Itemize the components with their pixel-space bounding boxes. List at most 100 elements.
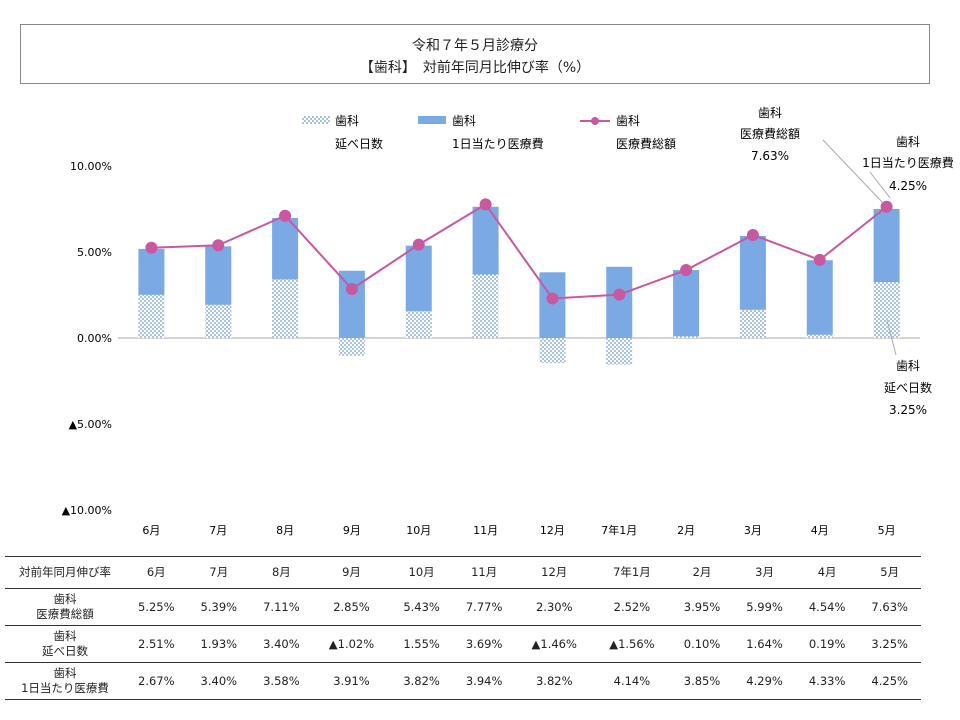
callout-perday-2: 1日当たり医療費 <box>862 155 954 170</box>
total-point <box>279 209 292 222</box>
table-cell: 0.10% <box>670 625 734 663</box>
total-point <box>613 288 626 301</box>
bar-series <box>138 206 900 365</box>
callout-total-2: 医療費総額 <box>740 126 800 141</box>
total-point <box>546 292 559 305</box>
table-cell: 5.39% <box>187 588 251 626</box>
y-tick-label: 5.00% <box>77 246 112 259</box>
callout-days-3: 3.25% <box>889 403 927 417</box>
table-cell: 0.19% <box>795 625 859 663</box>
x-tick-label: 8月 <box>276 524 294 537</box>
data-table: 対前年同月伸び率 6月 7月 8月 9月 10月 11月 12月 7年1月 2月 3月 4月 5月 歯… <box>5 556 921 700</box>
y-tick-label: 10.00% <box>70 160 112 173</box>
table-row: 歯科 1日当たり医療費 2.67% 3.40% 3.58% 3.91% 3.82% 3.94%… <box>5 662 921 700</box>
legend-swatch-perday <box>418 116 446 124</box>
table-cell: 3.40% <box>187 662 251 700</box>
bar-perday <box>739 236 766 310</box>
table-row-label: 歯科 延べ日数 <box>5 625 125 663</box>
table-cell: 5.43% <box>390 588 453 626</box>
table-cell: 4.14% <box>593 662 671 700</box>
table-column-header: 12月 <box>515 556 594 589</box>
chart-canvas: 歯科 延べ日数 歯科 1日当たり医療費 歯科 医療費総額 10.00% 5.00%… <box>62 106 954 537</box>
table-cell: 3.85% <box>670 662 734 700</box>
table-cell: 7.77% <box>452 588 516 626</box>
y-tick-label: ▲5.00% <box>69 418 112 431</box>
x-tick-label: 6月 <box>142 524 160 537</box>
table-cell: 2.67% <box>125 662 188 700</box>
table-cell: 3.40% <box>250 625 313 663</box>
table-cell: 4.54% <box>795 588 859 626</box>
total-point <box>813 253 826 266</box>
table-column-header: 11月 <box>452 556 516 589</box>
bar-perday <box>272 217 299 280</box>
x-tick-label: 3月 <box>744 524 762 537</box>
table-row-label: 歯科 1日当たり医療費 <box>5 662 125 700</box>
table-column-header: 6月 <box>125 556 188 589</box>
x-tick-label: 12月 <box>540 524 565 537</box>
table-cell: ▲1.56% <box>593 625 671 663</box>
legend-label-total-2: 医療費総額 <box>616 136 676 151</box>
table-cell: 3.95% <box>670 588 734 626</box>
x-tick-label: 4月 <box>811 524 829 537</box>
bar-days <box>405 311 432 338</box>
x-tick-label: 11月 <box>473 524 498 537</box>
bar-days <box>539 338 566 364</box>
total-point <box>680 264 693 277</box>
bar-days <box>806 334 833 338</box>
legend-label-total-1: 歯科 <box>616 114 640 128</box>
callout-total-leader <box>822 139 884 204</box>
table-column-header: 10月 <box>390 556 453 589</box>
callout-perday-leader <box>869 171 891 199</box>
table-column-header: 2月 <box>670 556 734 589</box>
table-cell: 2.52% <box>593 588 671 626</box>
table-cell: 3.94% <box>452 662 516 700</box>
legend-label-perday-2: 1日当たり医療費 <box>452 136 544 151</box>
callout-days-2: 延べ日数 <box>884 380 932 395</box>
table-cell: 3.69% <box>452 625 516 663</box>
table-header-label: 対前年同月伸び率 <box>5 556 125 589</box>
bar-perday <box>806 260 833 335</box>
table-cell: 1.93% <box>187 625 251 663</box>
bar-perday <box>138 248 165 295</box>
callout-days: 歯科 延べ日数 3.25% <box>884 319 932 417</box>
table-column-header: 7月 <box>187 556 251 589</box>
table-cell: 4.25% <box>858 662 921 700</box>
callout-total-3: 7.63% <box>751 149 789 163</box>
legend-label-days-2: 延べ日数 <box>335 136 383 151</box>
y-tick-label: ▲10.00% <box>62 504 112 517</box>
callout-perday: 歯科 1日当たり医療費 4.25% <box>862 135 954 199</box>
chart-title-box: 令和７年５月診療分 【歯科】 対前年同月比伸び率（%） <box>20 24 930 84</box>
x-tick-label: 7年1月 <box>601 523 637 537</box>
x-tick-label: 10月 <box>406 524 431 537</box>
table-cell: 3.58% <box>250 662 313 700</box>
bar-perday <box>673 270 700 337</box>
table-cell: ▲1.02% <box>312 625 391 663</box>
callout-total-1: 歯科 <box>758 106 782 120</box>
table-column-header: 9月 <box>312 556 391 589</box>
table-cell: 2.30% <box>515 588 594 626</box>
table-cell: 4.33% <box>795 662 859 700</box>
table-cell: 3.91% <box>312 662 391 700</box>
table-cell: 2.85% <box>312 588 391 626</box>
legend-label-days-1: 歯科 <box>335 114 359 128</box>
x-tick-label: 2月 <box>677 524 695 537</box>
bar-days <box>673 336 700 338</box>
bar-perday <box>606 266 633 338</box>
table-cell: 3.82% <box>515 662 594 700</box>
table-row: 歯科 延べ日数 2.51% 1.93% 3.40% ▲1.02% 1.55% 3.69% ▲1.… <box>5 625 921 663</box>
table-column-header: 7年1月 <box>593 556 671 589</box>
bar-days <box>272 279 299 338</box>
bar-days <box>606 338 633 365</box>
bar-perday <box>205 246 232 305</box>
table-cell: 2.51% <box>125 625 188 663</box>
table-column-header: 5月 <box>858 556 921 589</box>
total-point <box>412 238 425 251</box>
table-cell: 1.55% <box>390 625 453 663</box>
total-line <box>151 203 888 300</box>
bar-perday <box>338 270 365 338</box>
table-cell: 4.29% <box>733 662 796 700</box>
y-tick-label: 0.00% <box>77 332 112 345</box>
table-cell: 1.64% <box>733 625 796 663</box>
callout-perday-1: 歯科 <box>896 135 920 149</box>
total-line-series <box>145 198 893 305</box>
